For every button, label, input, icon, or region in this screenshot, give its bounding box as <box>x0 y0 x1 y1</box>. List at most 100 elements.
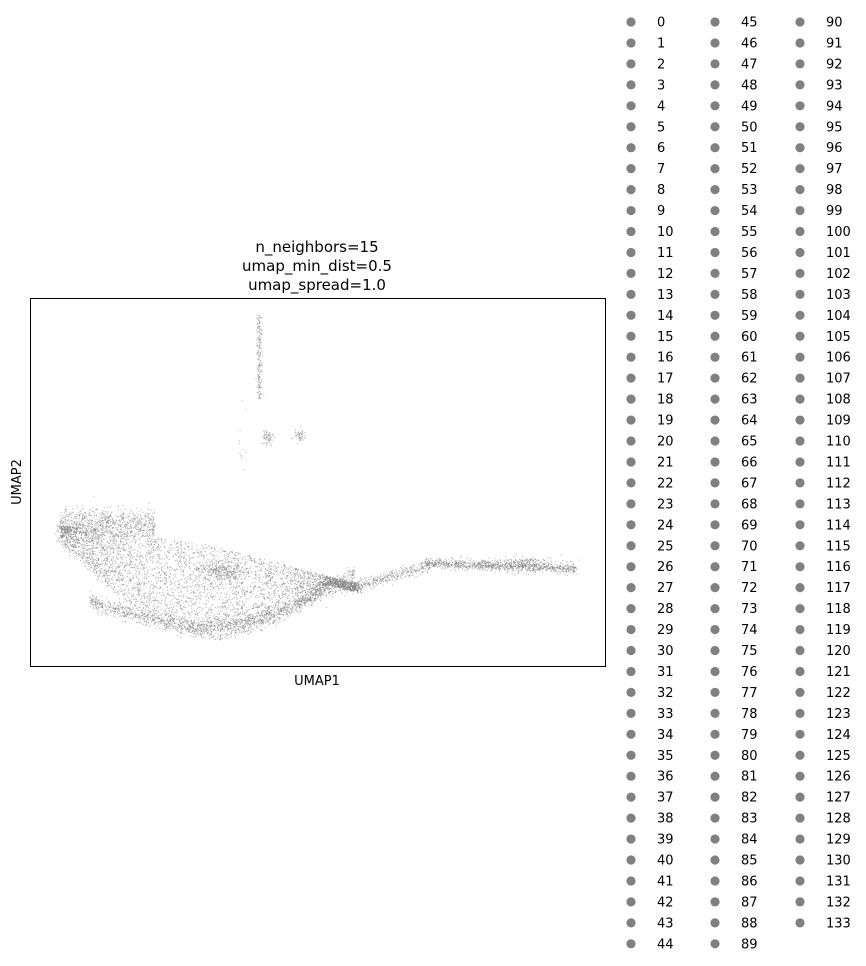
scatter-point <box>126 528 128 530</box>
scatter-point <box>288 589 290 592</box>
scatter-point <box>189 585 191 587</box>
scatter-point <box>300 582 303 584</box>
scatter-point <box>191 582 193 584</box>
scatter-point <box>260 564 262 566</box>
scatter-point <box>142 544 144 547</box>
scatter-point <box>89 553 91 555</box>
scatter-point <box>153 543 156 545</box>
scatter-point <box>159 546 161 548</box>
scatter-point <box>96 546 98 548</box>
scatter-point <box>175 576 177 578</box>
scatter-point <box>295 580 297 582</box>
scatter-point <box>129 556 131 558</box>
scatter-point <box>87 556 89 559</box>
scatter-point <box>249 630 252 632</box>
scatter-point <box>126 600 128 602</box>
scatter-point <box>111 579 114 581</box>
scatter-point <box>97 540 99 542</box>
scatter-point <box>128 564 130 566</box>
scatter-point <box>204 586 206 589</box>
scatter-point <box>133 518 135 520</box>
scatter-point <box>118 524 120 526</box>
scatter-point <box>192 636 194 638</box>
scatter-point <box>76 524 79 526</box>
scatter-point <box>225 609 227 611</box>
scatter-point <box>102 575 104 577</box>
scatter-point <box>250 616 252 618</box>
scatter-point <box>176 598 178 601</box>
scatter-point <box>194 563 196 565</box>
scatter-point <box>200 570 203 572</box>
scatter-point <box>236 585 238 587</box>
scatter-point <box>81 504 83 506</box>
scatter-point <box>104 563 106 565</box>
scatter-point <box>318 574 320 576</box>
scatter-point <box>56 530 58 532</box>
scatter-point <box>265 569 267 571</box>
scatter-point <box>100 572 102 574</box>
scatter-point <box>277 595 279 597</box>
scatter-point <box>111 547 113 549</box>
scatter-point <box>109 555 111 558</box>
scatter-point <box>147 515 149 517</box>
scatter-point <box>173 597 176 599</box>
scatter-point <box>142 518 144 520</box>
scatter-point <box>281 569 283 571</box>
scatter-point <box>147 540 149 542</box>
scatter-point <box>224 602 226 604</box>
scatter-point <box>95 544 97 546</box>
scatter-point <box>63 546 65 549</box>
scatter-point <box>134 518 137 520</box>
scatter-point <box>114 563 117 565</box>
scatter-point <box>64 550 66 552</box>
scatter-point <box>214 623 216 625</box>
scatter-point <box>301 567 303 570</box>
scatter-point <box>180 626 182 628</box>
scatter-point <box>152 562 154 564</box>
scatter-point <box>66 532 68 534</box>
scatter-point <box>329 576 331 578</box>
scatter-point <box>121 560 123 562</box>
scatter-point <box>236 586 238 589</box>
scatter-point <box>162 616 164 619</box>
scatter-point <box>90 522 92 524</box>
scatter-point <box>121 526 123 528</box>
scatter-point <box>125 598 127 600</box>
scatter-point <box>117 509 119 511</box>
scatter-point <box>84 516 86 518</box>
scatter-point <box>240 562 242 564</box>
scatter-point <box>132 606 134 609</box>
scatter-point <box>129 532 131 535</box>
scatter-point <box>104 518 106 520</box>
scatter-point <box>256 625 258 627</box>
scatter-point <box>267 620 269 622</box>
scatter-point <box>212 637 214 639</box>
scatter-point <box>144 540 146 542</box>
scatter-point <box>149 558 151 560</box>
scatter-point <box>142 595 144 597</box>
scatter-point <box>97 525 99 528</box>
scatter-point <box>142 530 144 532</box>
scatter-point <box>71 533 73 535</box>
scatter-point <box>107 555 109 557</box>
scatter-point <box>204 615 207 618</box>
scatter-point <box>134 558 136 560</box>
scatter-point <box>128 550 130 552</box>
scatter-point <box>68 540 70 542</box>
title-line-2: umap_min_dist=0.5 <box>242 257 392 276</box>
scatter-point <box>307 588 309 590</box>
scatter-point <box>184 629 187 631</box>
scatter-point <box>183 613 185 615</box>
scatter-point <box>192 571 194 573</box>
scatter-point <box>97 515 99 517</box>
scatter-point <box>117 522 119 525</box>
scatter-point <box>223 629 225 631</box>
scatter-point <box>86 553 88 555</box>
scatter-point <box>204 575 206 577</box>
scatter-point <box>241 557 243 559</box>
scatter-point <box>122 578 124 580</box>
scatter-point <box>71 528 73 530</box>
scatter-point <box>281 586 283 588</box>
scatter-point <box>318 591 320 593</box>
scatter-point <box>144 575 146 577</box>
